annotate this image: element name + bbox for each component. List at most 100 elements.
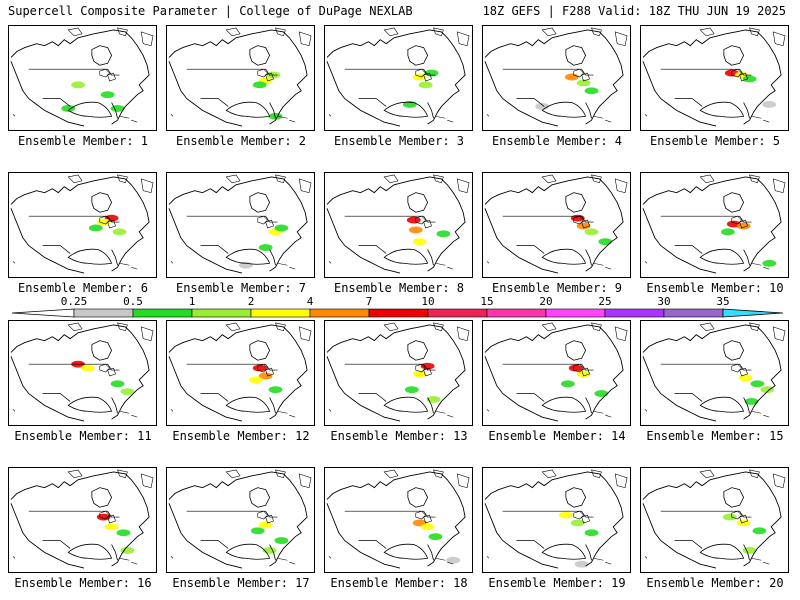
scp-field-shading: [268, 112, 283, 120]
scp-field-shading: [560, 380, 575, 388]
scp-field-shading: [412, 370, 427, 378]
basemap-north-america: [168, 27, 312, 127]
scp-field-shading: [584, 87, 599, 95]
ensemble-map-12: [166, 320, 315, 426]
colorbar-tick-label: 35: [716, 295, 730, 308]
ensemble-map-20: [640, 467, 789, 573]
scp-field-shading: [250, 527, 265, 535]
basemap-north-america: [10, 174, 154, 274]
scp-field-shading: [258, 521, 273, 529]
basemap-north-america: [168, 322, 312, 422]
scp-field-shading: [248, 376, 263, 384]
basemap-north-america: [326, 322, 470, 422]
scp-field-shading: [274, 537, 289, 545]
colorbar-segment: [73, 308, 134, 318]
scp-field-shading: [576, 370, 591, 378]
basemap-north-america: [168, 469, 312, 569]
ensemble-member-label: Ensemble Member: 13: [330, 429, 468, 443]
scp-field-shading: [258, 372, 273, 380]
scp-field-shading: [576, 222, 591, 230]
basemap-north-america: [326, 469, 470, 569]
scp-field-shading: [252, 81, 267, 89]
scp-field-shading: [584, 529, 599, 537]
scp-field-shading: [406, 216, 421, 224]
scp-field-shading: [752, 527, 767, 535]
scp-field-shading: [88, 224, 103, 232]
scp-field-shading: [446, 556, 461, 564]
ensemble-map-1: [8, 25, 157, 131]
scp-field-shading: [570, 214, 585, 222]
ensemble-member-label: Ensemble Member: 11: [14, 429, 152, 443]
basemap-north-america: [642, 469, 786, 569]
basemap-north-america: [642, 27, 786, 127]
scp-field-shading: [762, 259, 777, 267]
ensemble-member-label: Ensemble Member: 17: [172, 576, 310, 590]
colorbar-tick-label: 4: [306, 295, 314, 308]
colorbar-segment: [486, 308, 547, 318]
scp-field-shading: [594, 390, 609, 398]
scp-field-shading: [81, 364, 95, 372]
scp-field-shading: [252, 364, 267, 372]
scp-field-shading: [268, 386, 283, 394]
scp-field-shading: [736, 222, 751, 230]
scp-field-shading: [736, 519, 751, 527]
colorbar-overflow-triangle: [722, 308, 784, 318]
scp-field-shading: [570, 519, 585, 527]
colorbar-tick-label: 0.25: [60, 295, 88, 308]
ensemble-member-label: Ensemble Member: 7: [175, 281, 307, 295]
scp-field-shading: [120, 546, 135, 554]
scp-field-shading: [418, 81, 433, 89]
ensemble-map-5: [640, 25, 789, 131]
basemap-north-america: [10, 469, 154, 569]
ensemble-map-17: [166, 467, 315, 573]
ensemble-member-label: Ensemble Member: 20: [646, 576, 784, 590]
model-run-info: 18Z GEFS | F288 Valid: 18Z THU JUN 19 20…: [482, 4, 786, 18]
scp-field-shading: [424, 69, 439, 77]
ensemble-member-label: Ensemble Member: 8: [333, 281, 465, 295]
colorbar-segment: [427, 308, 488, 318]
basemap-north-america: [326, 27, 470, 127]
scp-field-shading: [428, 533, 443, 541]
scp-field-shading: [750, 380, 765, 388]
scp-field-shading: [720, 228, 735, 236]
basemap-north-america: [168, 174, 312, 274]
ensemble-member-label: Ensemble Member: 6: [17, 281, 149, 295]
colorbar-underflow-triangle: [11, 308, 75, 318]
ensemble-map-7: [166, 172, 315, 278]
scp-field-shading: [408, 226, 423, 234]
ensemble-map-15: [640, 320, 789, 426]
colorbar-tick-label: 10: [421, 295, 435, 308]
basemap-north-america: [484, 174, 628, 274]
map-title: Supercell Composite Parameter | College …: [8, 4, 413, 18]
scp-field-shading: [100, 91, 115, 99]
scp-field-shading: [96, 513, 111, 521]
ensemble-map-6: [8, 172, 157, 278]
scp-field-shading: [426, 396, 441, 403]
scp-field-shading: [116, 529, 131, 537]
ensemble-map-11: [8, 320, 157, 426]
colorbar: 0.25 0.5 1 2 4 7 10 15 20 25 30 35: [11, 295, 788, 322]
scp-field-shading: [420, 523, 435, 531]
scp-field-shading: [760, 386, 775, 394]
colorbar-segment: [368, 308, 429, 318]
ensemble-member-label: Ensemble Member: 14: [488, 429, 626, 443]
ensemble-member-label: Ensemble Member: 10: [646, 281, 784, 295]
ensemble-map-14: [482, 320, 631, 426]
scp-field-shading: [568, 364, 583, 372]
colorbar-segment: [191, 308, 252, 318]
colorbar-tick-label: 1: [188, 295, 196, 308]
colorbar-tick-label: 20: [539, 295, 553, 308]
colorbar-segment: [132, 308, 193, 318]
ensemble-map-10: [640, 172, 789, 278]
ensemble-member-label: Ensemble Member: 18: [330, 576, 468, 590]
ensemble-member-label: Ensemble Member: 15: [646, 429, 784, 443]
ensemble-member-label: Ensemble Member: 12: [172, 429, 310, 443]
colorbar-tick-label: 0.5: [123, 295, 143, 308]
scp-field-shading: [404, 386, 419, 394]
scp-field-shading: [744, 398, 759, 405]
ensemble-member-label: Ensemble Member: 9: [491, 281, 623, 295]
colorbar-tick-label: 15: [480, 295, 494, 308]
ensemble-map-3: [324, 25, 473, 131]
scp-field-shading: [61, 104, 76, 112]
colorbar-tick-label: 7: [365, 295, 373, 308]
